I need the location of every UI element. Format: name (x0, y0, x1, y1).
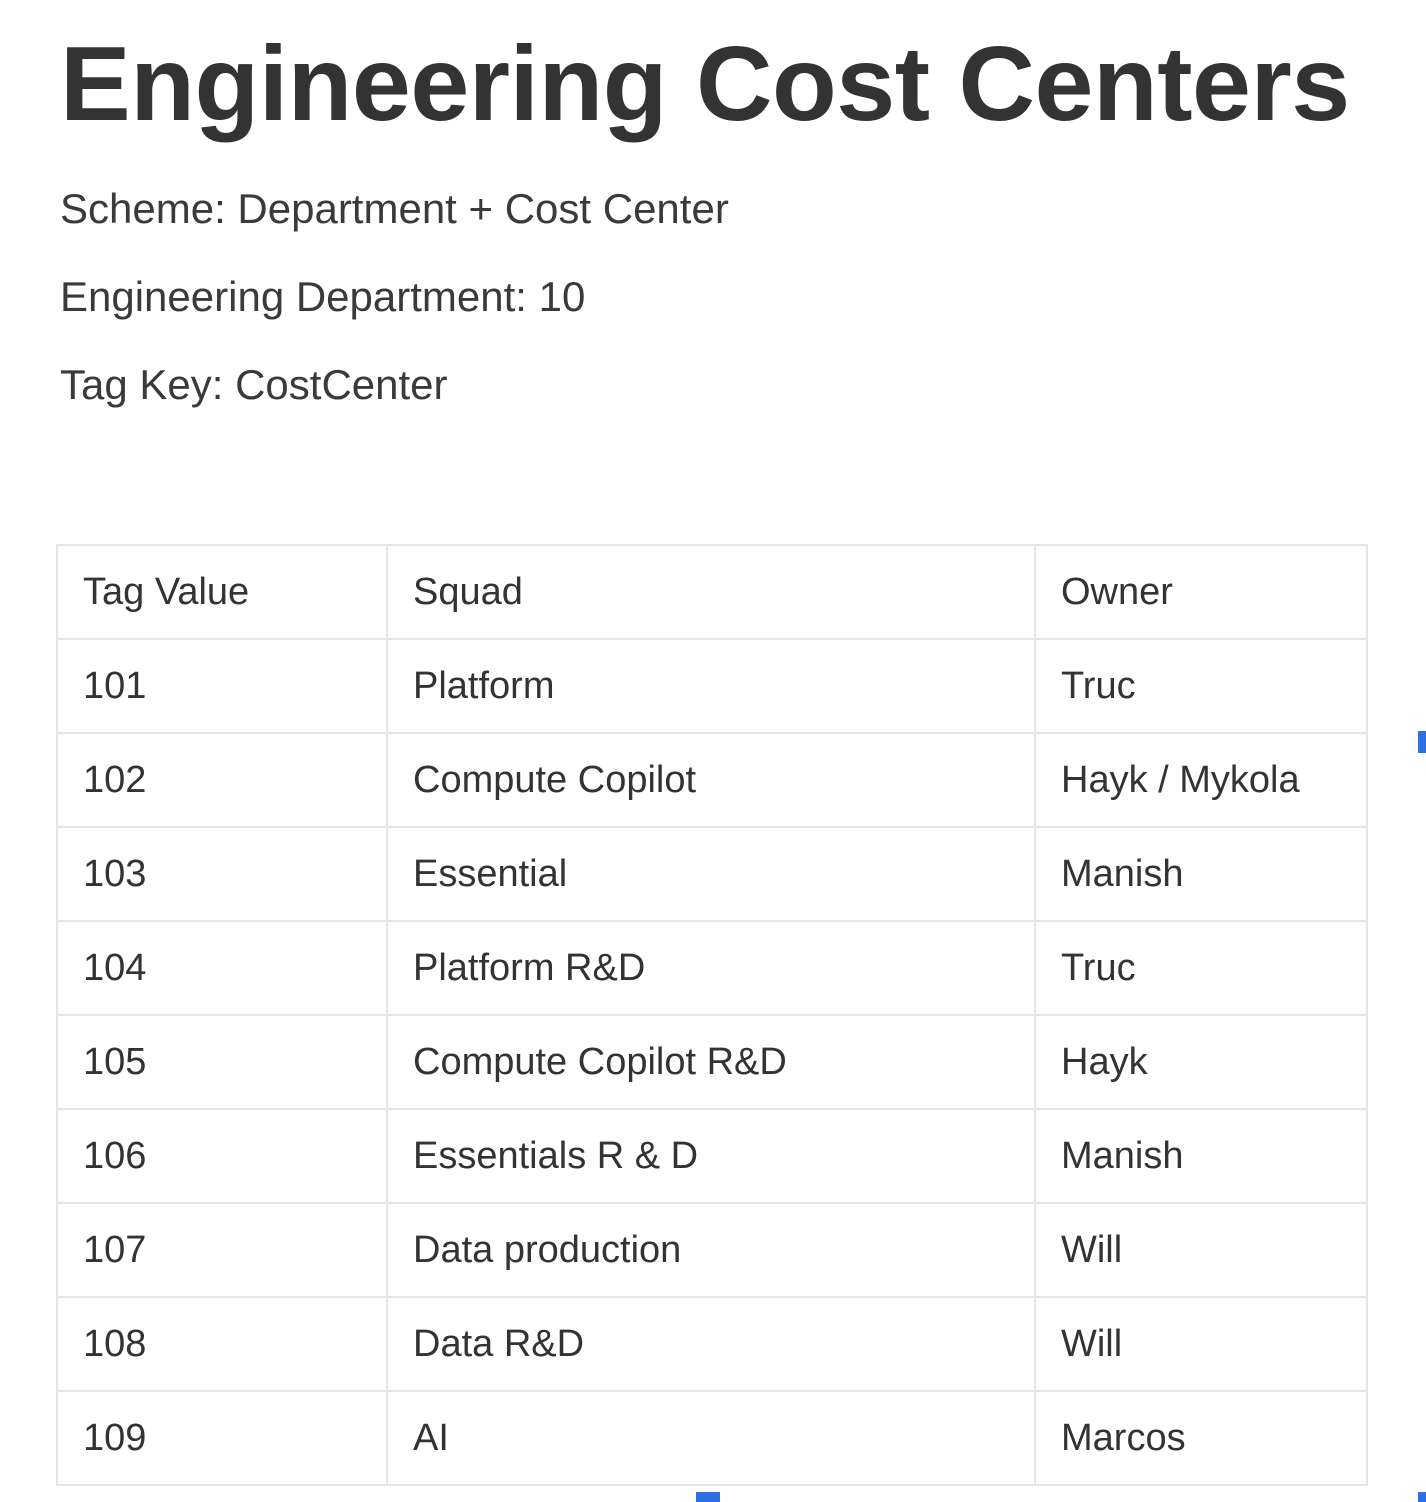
cell-squad: Compute Copilot (386, 732, 1036, 828)
cell-tag-value: 101 (56, 638, 388, 734)
header-owner: Owner (1034, 544, 1368, 640)
cell-owner: Will (1034, 1202, 1368, 1298)
cell-owner: Manish (1034, 1108, 1368, 1204)
table-header-row: Tag Value Squad Owner (56, 544, 1368, 640)
cell-owner: Manish (1034, 826, 1368, 922)
cell-owner: Truc (1034, 920, 1368, 1016)
cell-squad: Compute Copilot R&D (386, 1014, 1036, 1110)
scheme-text: Scheme: Department + Cost Center (60, 185, 729, 232)
selection-handle[interactable] (696, 1492, 720, 1502)
cell-tag-value: 105 (56, 1014, 388, 1110)
cell-squad: Platform (386, 638, 1036, 734)
table-row: 103 Essential Manish (56, 826, 1368, 922)
header-squad: Squad (386, 544, 1036, 640)
cell-squad: Essential (386, 826, 1036, 922)
cell-squad: Data production (386, 1202, 1036, 1298)
selection-handle[interactable] (1418, 731, 1426, 753)
page-title: Engineering Cost Centers (60, 25, 1350, 143)
cell-tag-value: 107 (56, 1202, 388, 1298)
cost-center-table: Tag Value Squad Owner 101 Platform Truc … (56, 544, 1368, 1486)
cell-squad: Platform R&D (386, 920, 1036, 1016)
table-row: 106 Essentials R & D Manish (56, 1108, 1368, 1204)
table-row: 108 Data R&D Will (56, 1296, 1368, 1392)
cell-owner: Marcos (1034, 1390, 1368, 1486)
cell-squad: Data R&D (386, 1296, 1036, 1392)
cell-tag-value: 103 (56, 826, 388, 922)
cell-owner: Hayk (1034, 1014, 1368, 1110)
cell-tag-value: 102 (56, 732, 388, 828)
cell-owner: Truc (1034, 638, 1368, 734)
selection-handle[interactable] (1418, 1492, 1426, 1502)
table-row: 109 AI Marcos (56, 1390, 1368, 1486)
table-row: 102 Compute Copilot Hayk / Mykola (56, 732, 1368, 828)
cell-tag-value: 106 (56, 1108, 388, 1204)
cell-owner: Hayk / Mykola (1034, 732, 1368, 828)
cell-squad: AI (386, 1390, 1036, 1486)
table-row: 107 Data production Will (56, 1202, 1368, 1298)
cell-tag-value: 108 (56, 1296, 388, 1392)
table-row: 105 Compute Copilot R&D Hayk (56, 1014, 1368, 1110)
department-text: Engineering Department: 10 (60, 273, 586, 320)
header-tag-value: Tag Value (56, 544, 388, 640)
cell-squad: Essentials R & D (386, 1108, 1036, 1204)
cell-owner: Will (1034, 1296, 1368, 1392)
cell-tag-value: 104 (56, 920, 388, 1016)
table-row: 101 Platform Truc (56, 638, 1368, 734)
cell-tag-value: 109 (56, 1390, 388, 1486)
tag-key-text: Tag Key: CostCenter (60, 361, 448, 408)
table-row: 104 Platform R&D Truc (56, 920, 1368, 1016)
